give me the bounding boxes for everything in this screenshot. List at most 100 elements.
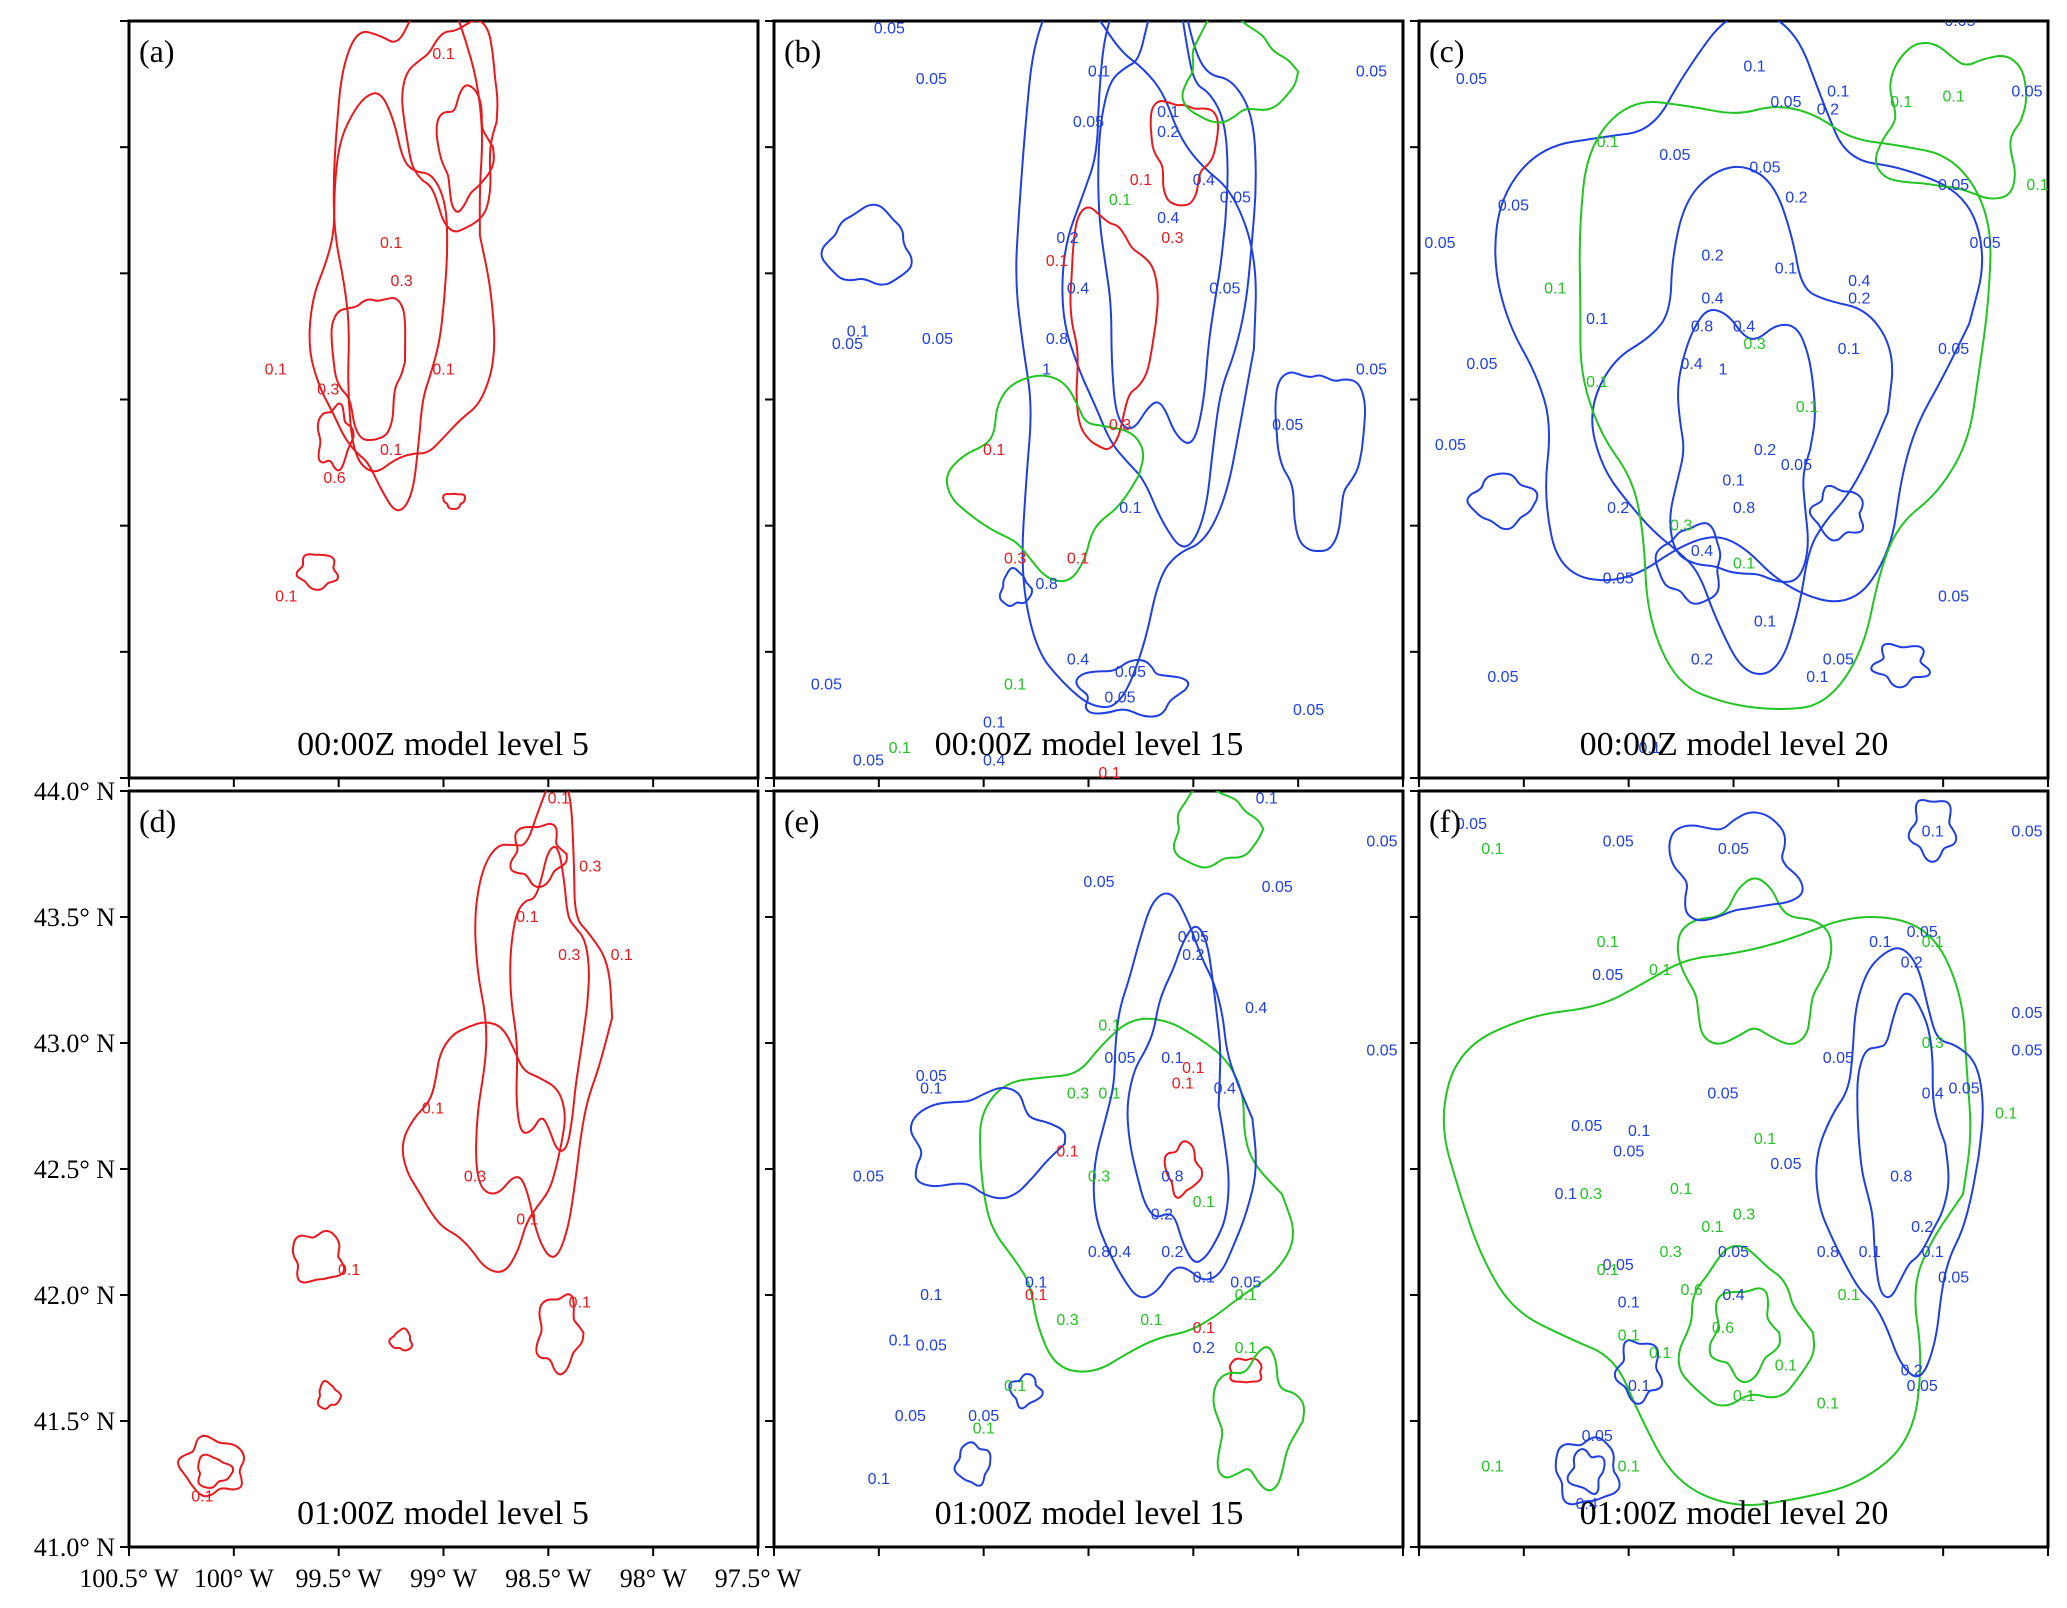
y-tick-label: 41.0° N [34, 1533, 115, 1562]
contour-level-label: 0.4 [1157, 210, 1179, 227]
panel-c-contours [1466, 21, 2028, 710]
contour-level-label: 0.3 [579, 859, 601, 876]
contour-level-label: 0.3 [1088, 1169, 1110, 1186]
contour-level-label: 0.2 [1911, 1219, 1933, 1236]
contour-level-label: 0.1 [1754, 1131, 1776, 1148]
contour-line-red [197, 1453, 234, 1489]
contour-level-label: 0.2 [1193, 1340, 1215, 1357]
panel-b-contour-labels: 0.050.05 0.1 0.050.050.10.20.40.10.1 0.050.… [811, 21, 1387, 782]
contour-line-blue [1566, 1448, 1606, 1495]
contour-level-label: 0.05 [1466, 356, 1497, 373]
contour-level-label: 0.3 [1580, 1186, 1602, 1203]
y-tick-label: 42.0° N [34, 1281, 115, 1310]
panel-c-label: (c) [1429, 33, 1465, 69]
contour-line-red [535, 1293, 585, 1376]
contour-level-label: 0.05 [1949, 1080, 1980, 1097]
contour-level-label: 0.8 [1046, 331, 1068, 348]
panel-f-frame [1417, 789, 2050, 1549]
panel-e-contours [909, 791, 1306, 1492]
contour-line-blue [1092, 892, 1257, 1299]
contour-line-red [509, 845, 590, 1152]
contour-level-label: 0.05 [1938, 588, 1969, 605]
contour-level-label: 0.6 [1712, 1320, 1734, 1337]
contour-level-label: 0.1 [889, 1332, 911, 1349]
contour-level-label: 0.1 [1733, 556, 1755, 573]
panel-e-contour-labels: 0.10.050.05 0.050.050.20.40.10.050.05 0.10… [853, 791, 1398, 1488]
contour-level-label: 0.2 [1848, 291, 1870, 308]
contour-level-label: 0.6 [1680, 1282, 1702, 1299]
contour-level-label: 0.05 [1104, 689, 1135, 706]
contour-level-label: 0.1 [920, 1080, 942, 1097]
contour-level-label: 0.1 [1838, 1287, 1860, 1304]
y-axis-tick-labels: 41.0° N 41.5° N 42.0° N 42.5° N 43.0° N 43.5°… [34, 777, 115, 1562]
contour-level-label: 0.1 [1597, 934, 1619, 951]
contour-level-label: 0.1 [1701, 1219, 1723, 1236]
contour-level-label: 0.05 [1571, 1118, 1602, 1135]
contour-level-label: 0.1 [983, 715, 1005, 732]
contour-level-label: 0.05 [1603, 571, 1634, 588]
contour-level-label: 0.1 [516, 1211, 538, 1228]
contour-level-label: 0.3 [1670, 518, 1692, 535]
x-tick-label: 97.5° W [715, 1564, 802, 1593]
contour-level-label: 0.3 [1743, 336, 1765, 353]
contour-level-label: 0.4 [1722, 1287, 1744, 1304]
contour-level-label: 0.1 [1098, 765, 1120, 782]
contour-level-label: 0.4 [1214, 1080, 1236, 1097]
contour-level-label: 0.1 [275, 588, 297, 605]
contour-level-label: 0.1 [1182, 1060, 1204, 1077]
x-tick-label: 100° W [194, 1564, 274, 1593]
contour-level-label: 0.1 [1796, 399, 1818, 416]
contour-level-label: 0.05 [853, 752, 884, 769]
contour-line-red [330, 297, 407, 441]
panel-b: 0.050.05 0.1 0.050.050.10.20.40.10.1 0.050.… [772, 19, 1405, 782]
contour-level-label: 0.1 [1067, 551, 1089, 568]
contour-level-label: 0.05 [1073, 114, 1104, 131]
contour-level-label: 0.1 [1618, 1458, 1640, 1475]
x-tick-label: 99° W [410, 1564, 477, 1593]
contour-level-label: 0.1 [847, 323, 869, 340]
contour-level-label: 0.05 [1938, 1269, 1969, 1286]
contour-level-label: 0.1 [611, 947, 633, 964]
panel-e-label: (e) [784, 803, 820, 839]
contour-level-label: 0.3 [1161, 230, 1183, 247]
panel-a-title: 00:00Z model level 5 [297, 726, 589, 763]
contour-level-label: 0.1 [1995, 1106, 2017, 1123]
contour-level-label: 0.1 [432, 46, 454, 63]
contour-level-label: 0.1 [1130, 172, 1152, 189]
panel-d: 0.1 0.3 0.1 0.3 0.1 0.1 0.3 0.1 0.1 0.1 0.1 (d) 01… [127, 789, 760, 1549]
contour-line-red [435, 84, 495, 213]
contour-level-label: 0.1 [1046, 253, 1068, 270]
contour-level-label: 0.05 [1487, 669, 1518, 686]
contour-level-label: 0.1 [1056, 1143, 1078, 1160]
contour-line-blue [1591, 165, 1894, 675]
contour-level-label: 0.1 [1481, 841, 1503, 858]
contour-level-label: 0.05 [1718, 841, 1749, 858]
contour-level-label: 0.1 [1775, 1358, 1797, 1375]
contour-level-label: 0.1 [1628, 1123, 1650, 1140]
contour-level-label: 0.3 [1922, 1035, 1944, 1052]
contour-line-blue [909, 1086, 1067, 1200]
contour-level-label: 0.05 [922, 331, 953, 348]
contour-level-label: 0.1 [191, 1489, 213, 1506]
contour-level-label: 0.05 [1907, 1378, 1938, 1395]
contour-line-red [401, 21, 499, 233]
y-tick-label: 42.5° N [34, 1155, 115, 1184]
panel-b-title: 00:00Z model level 15 [935, 726, 1244, 763]
contour-level-label: 0.05 [1603, 1257, 1634, 1274]
contour-line-red [295, 553, 340, 591]
contour-level-label: 0.1 [338, 1262, 360, 1279]
panel-d-contours [177, 791, 614, 1498]
contour-line-green [1708, 1287, 1781, 1384]
contour-level-label: 0.05 [1220, 190, 1251, 207]
contour-level-label: 0.1 [432, 361, 454, 378]
contour-level-label: 0.05 [1781, 457, 1812, 474]
contour-line-green [1874, 41, 2028, 200]
contour-line-red [316, 1379, 343, 1410]
contour-level-label: 0.05 [1823, 1050, 1854, 1067]
contour-level-label: 0.1 [1638, 740, 1660, 757]
contour-level-label: 0.3 [464, 1169, 486, 1186]
contour-level-label: 0.1 [1597, 134, 1619, 151]
contour-level-label: 0.8 [1088, 1244, 1110, 1261]
contour-level-label: 0.1 [1555, 1186, 1577, 1203]
